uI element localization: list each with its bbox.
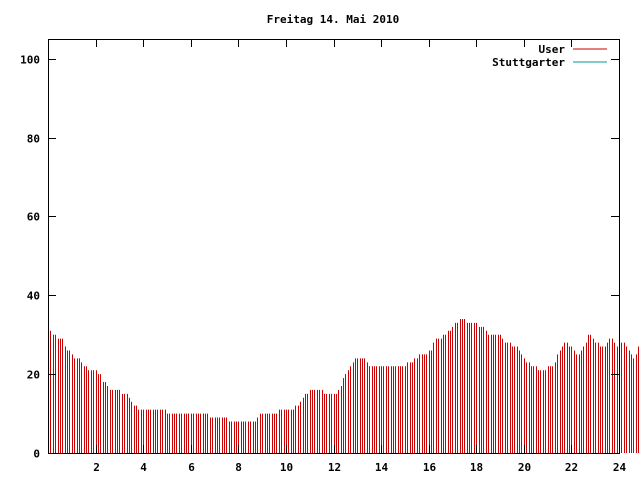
x-tick-label-18: 18 (470, 461, 483, 474)
y-tick-label-100: 100 (20, 54, 40, 67)
x-tick-label-12: 12 (328, 461, 341, 474)
x-tick-label-22: 22 (565, 461, 578, 474)
bars-layer (48, 318, 639, 453)
x-tick-label-20: 20 (518, 461, 531, 474)
x-tick-label-6: 6 (188, 461, 195, 474)
x-tick-label-24: 24 (613, 461, 627, 474)
x-tick-label-10: 10 (280, 461, 293, 474)
x-tick-label-8: 8 (235, 461, 242, 474)
x-tick-label-16: 16 (423, 461, 437, 474)
chart-title: Freitag 14. Mai 2010 (267, 13, 399, 26)
y-tick-label-0: 0 (33, 448, 40, 461)
legend: User Stuttgarter (492, 43, 607, 69)
x-tick-label-2: 2 (93, 461, 100, 474)
y-tick-label-20: 20 (27, 369, 40, 382)
y-tick-label-40: 40 (27, 290, 40, 303)
legend-label-user: User (539, 43, 566, 56)
y-tick-label-60: 60 (27, 211, 40, 224)
x-tick-label-4: 4 (140, 461, 147, 474)
y-tick-label-80: 80 (27, 133, 40, 146)
legend-label-stuttgarter: Stuttgarter (492, 56, 565, 69)
x-tick-label-14: 14 (375, 461, 389, 474)
